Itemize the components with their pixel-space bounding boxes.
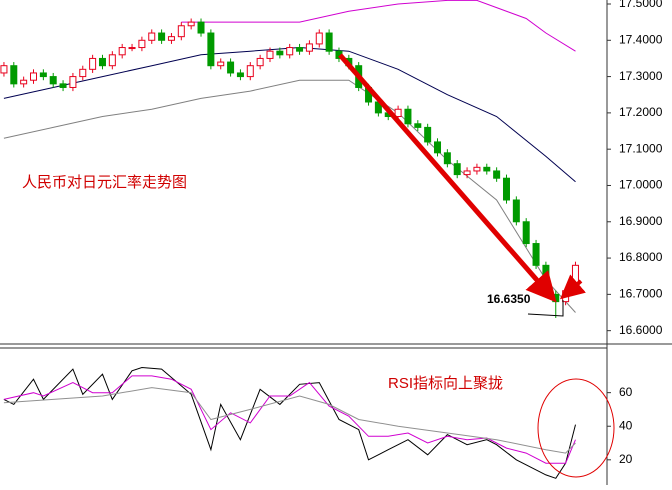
band-line	[181, 0, 576, 52]
candle-body	[167, 36, 175, 41]
y-tick-label: 16.9000	[619, 214, 663, 228]
y-tick-label: 20	[619, 452, 633, 466]
y-tick-label: 17.4000	[619, 32, 663, 46]
band-line	[3, 79, 576, 313]
candle-body	[217, 61, 225, 67]
candle-body	[483, 166, 491, 172]
rsi-note: RSI指标向上聚拢	[388, 375, 503, 392]
rsi-line	[3, 366, 576, 479]
candle-body	[315, 32, 323, 45]
candle-body	[404, 108, 412, 125]
candle-body	[197, 21, 205, 34]
y-tick-label: 40	[619, 418, 633, 432]
candle-body	[148, 32, 156, 41]
y-tick-label: 16.8000	[619, 250, 663, 264]
low-label: 16.6350	[487, 292, 531, 306]
candle-body	[256, 57, 264, 67]
candle-body	[49, 76, 57, 85]
candle-body	[305, 43, 313, 52]
candle-body	[98, 57, 106, 67]
candle-body	[325, 32, 333, 52]
candle-body	[59, 83, 67, 88]
candle-body	[246, 65, 254, 78]
y-tick-label: 17.3000	[619, 69, 663, 83]
candle-body	[502, 177, 510, 201]
candle-body	[552, 293, 560, 303]
candle-body	[20, 79, 28, 85]
candle-body	[463, 170, 471, 176]
candle-body	[414, 123, 422, 128]
candle-body	[30, 72, 38, 81]
rsi-panel	[3, 366, 576, 479]
candle-body	[177, 25, 185, 38]
candle-body	[39, 72, 47, 78]
candle-body	[276, 50, 284, 56]
candle-body	[434, 141, 442, 154]
highlight-circle	[537, 378, 615, 478]
candle-body	[512, 199, 520, 223]
candle-body	[138, 39, 146, 49]
y-tick-label: 16.7000	[619, 287, 663, 301]
y-tick-label: 17.1000	[619, 141, 663, 155]
candle-body	[493, 170, 501, 179]
candle-body	[0, 65, 8, 74]
y-tick-label: 17.2000	[619, 105, 663, 119]
trend-arrow	[338, 53, 557, 303]
y-tick-label: 17.5000	[619, 0, 663, 10]
candle-body	[108, 54, 116, 67]
candle-body	[69, 76, 77, 88]
rsi-line	[3, 387, 576, 454]
candle-body	[128, 47, 136, 50]
rsi-line	[3, 375, 576, 464]
y-tick-label: 60	[619, 385, 633, 399]
y-tick-label: 16.6000	[619, 323, 663, 337]
candle-body	[424, 126, 432, 143]
candle-body	[236, 72, 244, 78]
candle-body	[227, 61, 235, 74]
candle-body	[394, 108, 402, 118]
candle-body	[158, 32, 166, 41]
candle-body	[207, 32, 215, 67]
candle-body	[286, 47, 294, 56]
y-tick-label: 17.0000	[619, 178, 663, 192]
candle-body	[453, 163, 461, 176]
candle-body	[89, 57, 97, 70]
candle-body	[79, 68, 87, 78]
candle-body	[473, 166, 481, 172]
candle-body	[266, 50, 274, 59]
rebound-arrow	[559, 274, 586, 300]
candle-body	[532, 243, 540, 266]
low-pointer	[527, 300, 564, 317]
candle-body	[187, 21, 195, 27]
chart-title: 人民币对日元汇率走势图	[22, 174, 187, 191]
candle-body	[118, 47, 126, 56]
axes: 16.6000 16.7000 16.8000 16.9000 17.0000 17.10…	[607, 0, 663, 466]
candle-body	[296, 47, 304, 52]
candle-body	[522, 221, 530, 245]
candle-body	[443, 152, 451, 165]
candle-body	[10, 65, 18, 85]
